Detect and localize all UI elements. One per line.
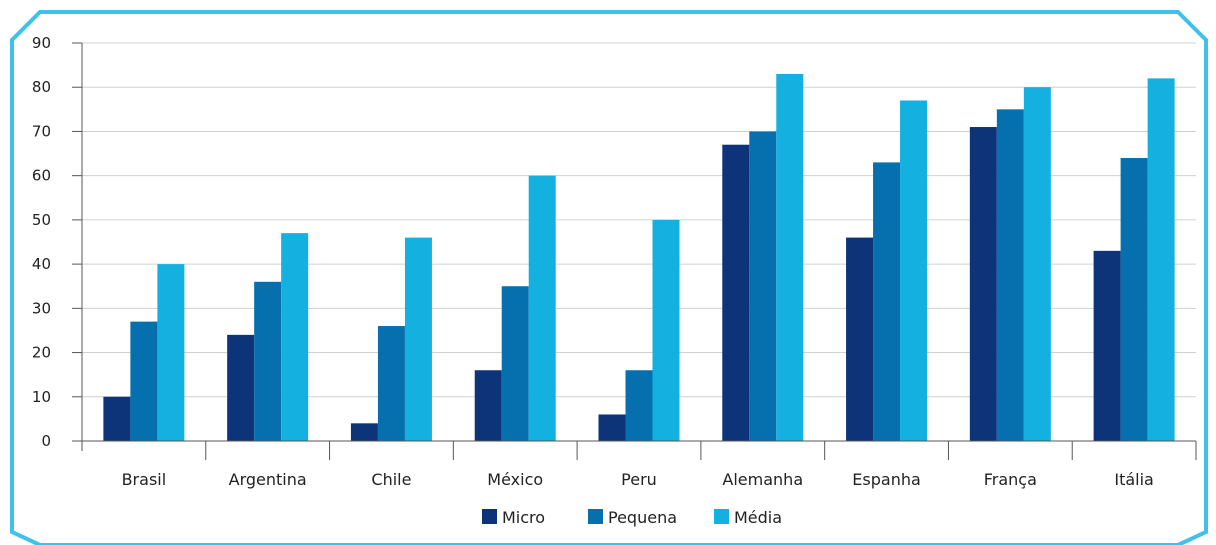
y-tick-label: 90	[32, 34, 51, 52]
y-tick-label: 80	[32, 78, 51, 96]
x-category-label: México	[487, 470, 543, 489]
bar-mdia-0	[157, 264, 185, 441]
bar-mdia-7	[1023, 87, 1051, 441]
bar-pequena-0	[130, 321, 158, 441]
legend-swatch	[588, 509, 603, 524]
bar-pequena-8	[1120, 157, 1148, 441]
bar-mdia-6	[900, 100, 928, 441]
legend-label: Média	[734, 508, 782, 527]
bar-mdia-2	[404, 237, 432, 441]
y-tick-label: 60	[32, 167, 51, 185]
bar-micro-2	[350, 423, 378, 441]
x-axis-labels: Brasil Argentina Chile México Peru Alemanha Es…	[122, 470, 1154, 489]
bar-micro-5	[722, 144, 750, 441]
y-tick-label: 50	[32, 211, 51, 229]
bar-micro-0	[103, 396, 131, 441]
y-tick-label: 20	[32, 344, 51, 362]
bar-pequena-2	[377, 326, 405, 441]
bar-micro-6	[846, 237, 874, 441]
bar-pequena-4	[625, 370, 653, 441]
x-category-label: Espanha	[852, 470, 921, 489]
legend-label: Pequena	[608, 508, 677, 527]
x-category-label: Peru	[621, 470, 657, 489]
x-category-label: Chile	[371, 470, 411, 489]
legend: Micro Pequena Média	[482, 508, 782, 527]
bar-pequena-6	[873, 162, 901, 441]
y-tick-label: 40	[32, 255, 51, 273]
y-tick-label: 0	[41, 432, 51, 450]
x-category-label: Argentina	[229, 470, 307, 489]
y-tick-label: 10	[32, 388, 51, 406]
bar-micro-1	[227, 334, 255, 441]
axes	[72, 43, 1197, 460]
y-tick-label: 30	[32, 299, 51, 317]
bar-mdia-3	[528, 175, 556, 441]
x-category-label: França	[984, 470, 1037, 489]
bar-mdia-1	[281, 233, 309, 441]
bar-pequena-1	[254, 281, 282, 441]
bar-mdia-8	[1147, 78, 1175, 441]
x-category-label: Itália	[1114, 470, 1154, 489]
y-axis-ticks: 0 10 20 30 40 50 60 70 80 90	[32, 34, 82, 450]
legend-label: Micro	[502, 508, 545, 527]
x-category-label: Alemanha	[722, 470, 803, 489]
bars	[103, 73, 1175, 442]
bar-mdia-4	[652, 219, 680, 441]
bar-pequena-3	[501, 286, 529, 441]
bar-micro-8	[1093, 250, 1121, 441]
bar-micro-7	[969, 127, 997, 442]
legend-swatch	[482, 509, 497, 524]
bar-micro-4	[598, 414, 626, 441]
bar-pequena-5	[749, 131, 777, 441]
bar-pequena-7	[996, 109, 1024, 441]
bar-micro-3	[474, 370, 502, 441]
y-tick-label: 70	[32, 122, 51, 140]
x-category-label: Brasil	[122, 470, 167, 489]
chart-frame	[10, 10, 1208, 545]
bar-mdia-5	[776, 73, 804, 441]
legend-swatch	[714, 509, 729, 524]
